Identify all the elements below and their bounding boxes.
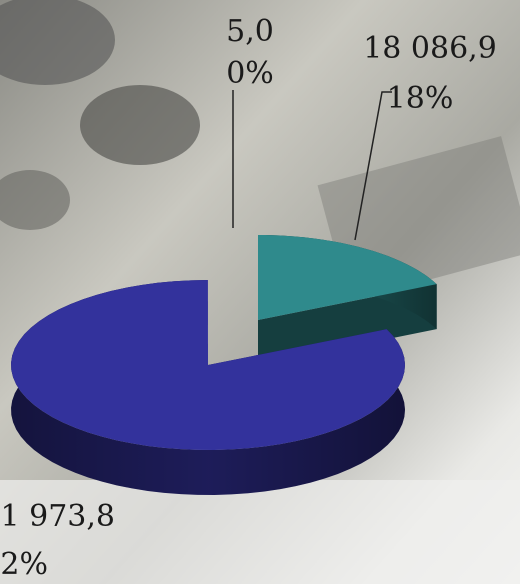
percent-label: 18% — [387, 81, 454, 116]
value-label: 5,0 — [226, 14, 274, 49]
value-label: 18 086,9 — [363, 31, 497, 66]
slice — [258, 235, 437, 320]
value-label: 81 973,8 — [0, 499, 115, 534]
percent-label: 0% — [226, 56, 274, 91]
percent-label: 82% — [0, 547, 48, 582]
leader-line — [354, 91, 392, 241]
slice-cut-face — [258, 284, 437, 365]
pie — [11, 235, 437, 495]
slice — [11, 280, 405, 450]
